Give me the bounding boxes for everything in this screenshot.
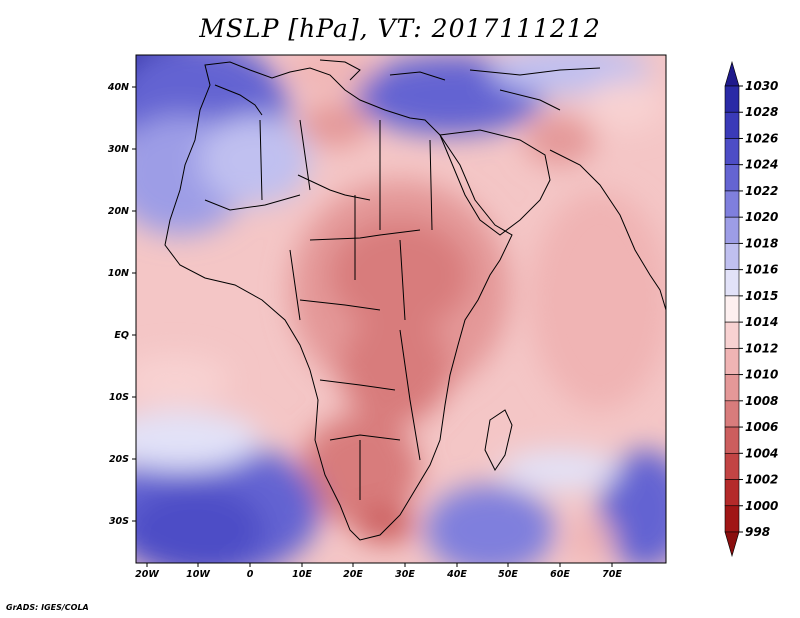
colorbar-label: 1028	[745, 105, 778, 119]
lon-tick-label: 20W	[135, 569, 159, 580]
lat-tick-label: 20N	[108, 206, 129, 217]
lon-tick-label: 10W	[186, 569, 210, 580]
colorbar-label: 1000	[745, 499, 778, 513]
colorbar-swatch	[724, 321, 740, 349]
lon-tick-label: 30E	[395, 569, 415, 580]
colorbar-swatch	[724, 216, 740, 244]
colorbar-label: 1004	[745, 446, 778, 460]
colorbar-label: 1022	[745, 184, 778, 198]
colorbar-swatch	[724, 111, 740, 139]
lat-tick-label: 30S	[109, 516, 129, 527]
colorbar-bottom-arrow	[724, 531, 740, 558]
colorbar-label: 1002	[745, 473, 778, 487]
lon-tick-label: 50E	[498, 569, 518, 580]
colorbar-swatch	[724, 374, 740, 402]
colorbar-label: 1012	[745, 341, 778, 355]
lon-tick-label: 20E	[343, 569, 363, 580]
colorbar-swatch	[724, 190, 740, 218]
colorbar-label: 1018	[745, 236, 778, 250]
grads-credit: GrADS: IGES/COLA	[6, 603, 89, 612]
lat-tick-label: EQ	[114, 330, 129, 341]
colorbar-swatch	[724, 426, 740, 454]
coastlines	[164, 59, 667, 541]
pressure-field	[136, 55, 666, 563]
colorbar-swatch	[724, 348, 740, 375]
lon-tick-label: 70E	[602, 569, 622, 580]
colorbar-label: 1014	[745, 315, 778, 329]
colorbar-swatch	[724, 295, 740, 323]
map-title: MSLP [hPa], VT: 2017111212	[199, 14, 601, 43]
axis-ticks: 20W 10W 0 10E 20E 30E 40E 50E 60E 70E 40N 30N 20N 10N…	[107, 82, 623, 580]
colorbar-label: 1016	[745, 263, 778, 277]
colorbar-label: 1010	[745, 368, 778, 382]
lon-tick-label: 60E	[550, 569, 570, 580]
lat-tick-label: 10S	[109, 392, 129, 403]
colorbar-swatch	[724, 400, 740, 428]
lat-tick-label: 40N	[107, 82, 129, 93]
lon-tick-label: 0	[247, 569, 254, 580]
lat-tick-label: 20S	[109, 454, 129, 465]
lon-tick-label: 40E	[446, 569, 467, 580]
colorbar-top-arrow	[724, 60, 740, 87]
colorbar-swatch	[724, 269, 740, 297]
lon-tick-label: 10E	[292, 569, 312, 580]
colorbar-swatch	[724, 479, 740, 507]
colorbar-swatch	[724, 138, 740, 166]
colorbar-label: 1006	[745, 420, 778, 434]
colorbar-label: 1008	[745, 394, 778, 408]
colorbar-label: 998	[745, 525, 770, 539]
plot-frame	[135, 54, 667, 564]
colorbar-swatch	[724, 505, 740, 533]
colorbar-label: 1020	[745, 210, 778, 224]
colorbar-swatch	[724, 85, 740, 113]
colorbar-swatch	[724, 164, 740, 192]
colorbar-label: 1030	[745, 79, 778, 93]
colorbar: 1030 1028 1026 1024 1022 1020 1018 1016 1015 1014…	[724, 60, 778, 558]
colorbar-swatch	[724, 243, 740, 270]
colorbar-label: 1024	[745, 158, 778, 172]
lat-tick-label: 10N	[108, 268, 129, 279]
lat-tick-label: 30N	[108, 144, 129, 155]
colorbar-label: 1026	[745, 131, 778, 145]
colorbar-label: 1015	[745, 289, 778, 303]
colorbar-swatch	[724, 452, 740, 480]
